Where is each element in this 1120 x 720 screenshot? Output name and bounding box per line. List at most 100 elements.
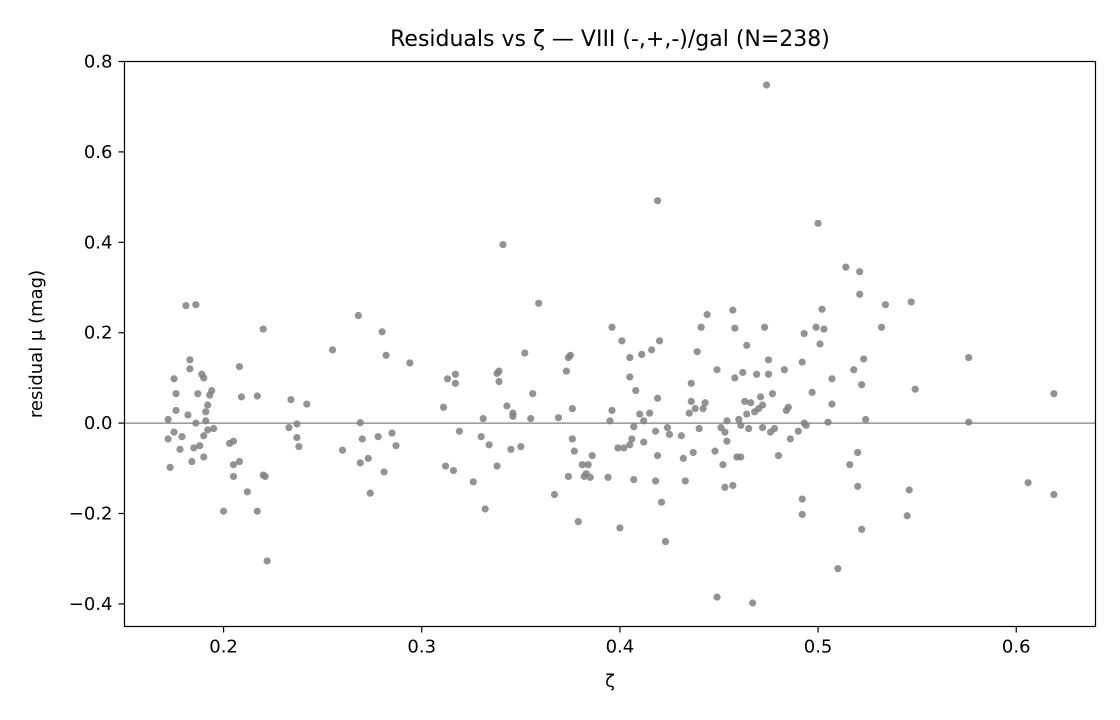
data-point (358, 435, 366, 443)
data-point (235, 363, 244, 371)
data-point (648, 346, 656, 354)
data-point (164, 415, 172, 424)
data-point (862, 415, 870, 424)
data-point (354, 311, 362, 320)
data-point (406, 359, 414, 367)
data-point (820, 325, 828, 333)
data-point (366, 489, 374, 497)
data-point (253, 392, 261, 400)
data-point (378, 328, 386, 336)
data-point (816, 340, 824, 348)
data-point (630, 476, 638, 484)
data-point (737, 453, 745, 461)
data-point (689, 448, 697, 457)
data-point (663, 424, 672, 432)
data-point (743, 341, 751, 349)
data-point (293, 433, 301, 442)
data-point (626, 441, 634, 449)
data-point (392, 442, 400, 450)
data-point (721, 428, 729, 436)
data-point (640, 438, 648, 446)
data-point (614, 444, 622, 452)
data-point (186, 365, 194, 373)
y-tick-label: −0.4 (69, 594, 113, 615)
data-point (616, 524, 624, 532)
data-point (287, 396, 295, 404)
data-point (374, 433, 382, 441)
data-point (721, 483, 729, 491)
data-point (303, 400, 311, 408)
data-point (441, 462, 450, 470)
data-point (711, 447, 719, 455)
data-point (760, 323, 769, 331)
data-point (630, 423, 638, 431)
data-point (235, 457, 244, 466)
data-point (253, 507, 261, 515)
data-point (770, 424, 779, 433)
y-axis-ticks: −0.4 −0.2 0.0 0.2 0.4 0.6 0.8 (69, 52, 125, 615)
data-point (632, 386, 640, 395)
data-point (640, 417, 648, 425)
data-point (200, 453, 208, 461)
data-point (626, 373, 634, 381)
data-point (481, 505, 489, 513)
data-point (758, 424, 767, 432)
data-point (237, 393, 246, 401)
data-point (679, 454, 687, 462)
data-point (200, 432, 208, 440)
data-point (737, 421, 745, 429)
data-point (657, 498, 666, 506)
data-point (574, 518, 582, 526)
data-point (568, 405, 576, 413)
data-point (550, 490, 559, 499)
data-point (911, 385, 919, 393)
data-point (824, 418, 832, 426)
data-point (219, 507, 228, 515)
data-point (479, 414, 487, 423)
data-point (338, 446, 347, 454)
data-point (328, 346, 337, 354)
data-point (681, 477, 689, 485)
data-point (1050, 490, 1058, 499)
data-point (535, 299, 543, 307)
data-point (780, 366, 788, 374)
data-point (259, 325, 267, 333)
data-point (499, 240, 507, 249)
data-point (388, 429, 396, 437)
data-point (757, 393, 765, 401)
y-axis-label: residual μ (mag) (26, 270, 47, 418)
data-point (469, 478, 477, 486)
y-tick-label: 0.8 (84, 52, 113, 73)
data-point (856, 290, 864, 298)
data-point (172, 406, 180, 415)
data-point (818, 305, 826, 313)
data-point (188, 457, 196, 466)
data-point (729, 306, 737, 314)
data-point (881, 301, 890, 309)
data-point (192, 419, 200, 427)
data-point (784, 403, 792, 411)
data-point (509, 412, 517, 420)
data-point (380, 468, 388, 476)
data-point (210, 424, 218, 433)
data-point (261, 472, 269, 481)
data-point (677, 432, 685, 440)
data-point (858, 381, 866, 389)
x-tick-label: 0.4 (606, 637, 635, 658)
x-tick-label: 0.6 (1002, 637, 1031, 658)
data-point (703, 311, 711, 319)
data-point (729, 481, 737, 490)
data-point (172, 390, 180, 398)
data-point (170, 428, 178, 436)
data-point (846, 461, 854, 469)
data-point (202, 417, 210, 425)
data-point (606, 417, 614, 425)
data-point (364, 454, 372, 462)
plot-frame (123, 60, 1097, 628)
data-point (229, 472, 238, 481)
data-point (842, 263, 850, 271)
data-point (477, 433, 485, 441)
data-point (828, 375, 836, 383)
data-point (566, 351, 574, 359)
